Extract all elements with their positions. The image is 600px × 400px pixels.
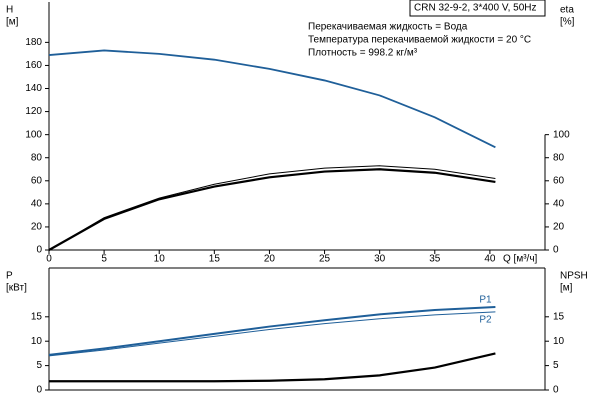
y2-tick-label: 40: [553, 199, 565, 210]
x-tick-label: 25: [319, 254, 331, 265]
y-tick-label: 60: [31, 175, 43, 186]
annotation-box: [409, 0, 546, 17]
y-tick-label: 160: [25, 60, 42, 71]
y2-tick-label: 80: [553, 152, 565, 163]
x-axis-label: Q [м³/ч]: [503, 254, 538, 265]
y2-tick-label: 15: [553, 311, 565, 322]
y2-tick-label: 100: [553, 129, 570, 140]
x-tick-label: 30: [374, 254, 386, 265]
y-tick-label: 0: [36, 385, 42, 396]
y-axis-label: [кВт]: [6, 283, 27, 294]
y2-axis-label: [%]: [560, 17, 575, 28]
x-tick-label: 40: [484, 254, 496, 265]
y2-tick-label: 60: [553, 175, 565, 186]
y-axis-label: H: [6, 5, 13, 16]
line-series: [48, 165, 496, 251]
series-label: P1: [479, 295, 492, 306]
y2-tick-label: 0: [553, 245, 559, 256]
y2-axis-label: eta: [560, 5, 574, 16]
line-series: [48, 311, 496, 357]
x-tick-label: 5: [101, 254, 107, 265]
x-tick-label: 20: [264, 254, 276, 265]
x-tick-label: 15: [209, 254, 221, 265]
x-tick-label: 35: [429, 254, 441, 265]
y-tick-label: 140: [25, 83, 42, 94]
y-tick-label: 0: [36, 245, 42, 256]
x-tick-label: 10: [154, 254, 166, 265]
y-axis-label: [м]: [6, 17, 19, 28]
line-series: [48, 306, 496, 356]
annotation: Плотность = 998.2 кг/м³: [308, 48, 418, 59]
y-tick-label: 180: [25, 37, 42, 48]
y2-axis-label: NPSH: [560, 271, 588, 282]
y-tick-label: 10: [31, 336, 43, 347]
annotation: Перекачиваемая жидкость = Вода: [308, 22, 468, 33]
y-tick-label: 120: [25, 106, 42, 117]
y2-tick-label: 0: [553, 385, 559, 396]
y2-tick-label: 5: [553, 360, 559, 371]
y-tick-label: 20: [31, 222, 43, 233]
y-tick-label: 40: [31, 199, 43, 210]
y2-axis-label: [м]: [560, 283, 573, 294]
y-tick-label: 15: [31, 311, 43, 322]
y-tick-label: 100: [25, 129, 42, 140]
series-label: P2: [479, 315, 492, 326]
y-tick-label: 80: [31, 152, 43, 163]
annotation: CRN 32-9-2, 3*400 V, 50Hz: [414, 3, 536, 14]
annotation: Температура перекачиваемой жидкости = 20…: [308, 35, 531, 46]
x-tick-label: 0: [46, 254, 52, 265]
y-tick-label: 5: [36, 360, 42, 371]
y2-tick-label: 20: [553, 222, 565, 233]
line-series: [48, 49, 496, 149]
line-series: [48, 168, 496, 251]
line-series: [49, 352, 496, 383]
y2-tick-label: 10: [553, 336, 565, 347]
y-axis-label: P: [6, 271, 13, 282]
